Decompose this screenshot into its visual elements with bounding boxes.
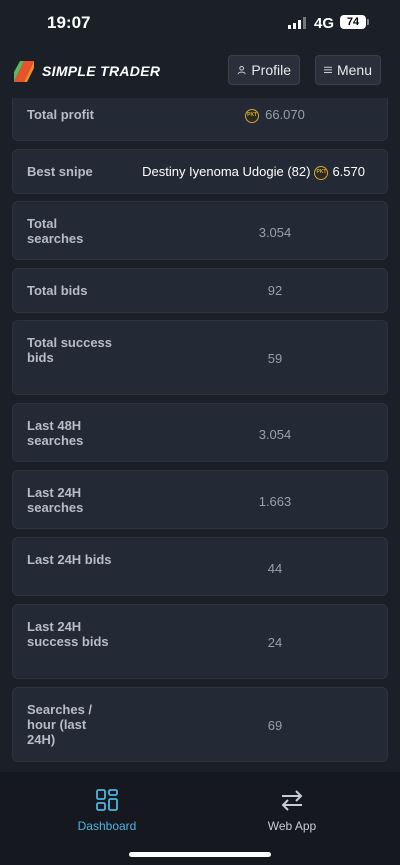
battery-icon: 74 (340, 15, 366, 29)
swap-arrows-icon (281, 790, 303, 811)
status-time: 19:07 (47, 13, 91, 32)
stat-label: Last 24H success bids (27, 619, 109, 649)
home-indicator[interactable] (129, 852, 271, 857)
stat-label: Searches / hour (last 24H) (27, 702, 93, 747)
stat-label: Last 24H searches (27, 485, 84, 515)
tab-web-app-label: Web App (267, 819, 317, 833)
signal-icon (288, 17, 306, 29)
stat-label: Total profit (27, 107, 94, 122)
profile-button[interactable]: Profile (228, 55, 300, 85)
status-bar: 19:07 4G 74 (0, 0, 400, 48)
stat-card-total-searches: Total searches 3.054 (12, 201, 388, 260)
logo-icon (14, 61, 34, 82)
tab-dashboard-label: Dashboard (77, 819, 137, 833)
stat-label: Best snipe (27, 164, 93, 179)
stat-value: 44 (267, 561, 283, 576)
stat-value: 24 (267, 635, 283, 650)
battery-tip (367, 19, 369, 25)
stats-list[interactable]: Total profit PKT 66.070 Best snipe Destin… (0, 98, 400, 772)
stat-card-best-snipe: Best snipe Destiny Iyenoma Udogie (82) PK… (12, 149, 388, 194)
stat-value: 3.054 (258, 427, 292, 442)
stat-card-total-bids: Total bids 92 (12, 268, 388, 313)
tab-dashboard[interactable]: Dashboard (47, 788, 167, 833)
stat-value: 1.663 (258, 494, 292, 509)
app-header: SIMPLE TRADER Profile Menu (0, 48, 400, 98)
stat-label: Total searches (27, 216, 84, 246)
stat-card-last-24h-bids: Last 24H bids 44 (12, 537, 388, 596)
network-type: 4G (314, 15, 335, 32)
menu-label: Menu (336, 62, 372, 78)
coin-icon: PKT (314, 165, 329, 180)
stat-value: 3.054 (258, 225, 292, 240)
hamburger-icon (324, 66, 332, 73)
stat-value: 59 (267, 351, 283, 366)
stat-card-last-24h-searches: Last 24H searches 1.663 (12, 470, 388, 529)
stat-label: Last 24H bids (27, 552, 112, 567)
stat-card-total-profit: Total profit PKT 66.070 (12, 98, 388, 141)
stat-card-total-success-bids: Total success bids 59 (12, 320, 388, 395)
user-icon (237, 65, 246, 75)
stat-label: Total bids (27, 283, 88, 298)
tab-web-app[interactable]: Web App (232, 788, 352, 833)
profile-label: Profile (251, 62, 291, 78)
stat-value: 69 (267, 718, 283, 733)
coin-icon: PKT (245, 108, 260, 123)
stat-label: Total success bids (27, 335, 113, 365)
best-snipe-amount: 6.570 (332, 164, 365, 179)
stat-value: 92 (267, 283, 283, 298)
stat-card-last-24h-success-bids: Last 24H success bids 24 (12, 604, 388, 679)
player-name: Destiny Iyenoma Udogie (82) (142, 164, 311, 179)
total-profit-value: 66.070 (265, 107, 305, 122)
dashboard-icon (96, 789, 118, 811)
stat-value: PKT 66.070 (163, 107, 387, 123)
bottom-tab-bar: Dashboard Web App (0, 772, 400, 865)
stat-label: Last 48H searches (27, 418, 84, 448)
menu-button[interactable]: Menu (315, 55, 381, 85)
best-snipe-value: Destiny Iyenoma Udogie (82) PKT 6.570 (142, 164, 365, 180)
stat-card-last-48h-searches: Last 48H searches 3.054 (12, 403, 388, 462)
brand-name: SIMPLE TRADER (42, 63, 161, 79)
stat-card-searches-per-hour: Searches / hour (last 24H) 69 (12, 687, 388, 762)
